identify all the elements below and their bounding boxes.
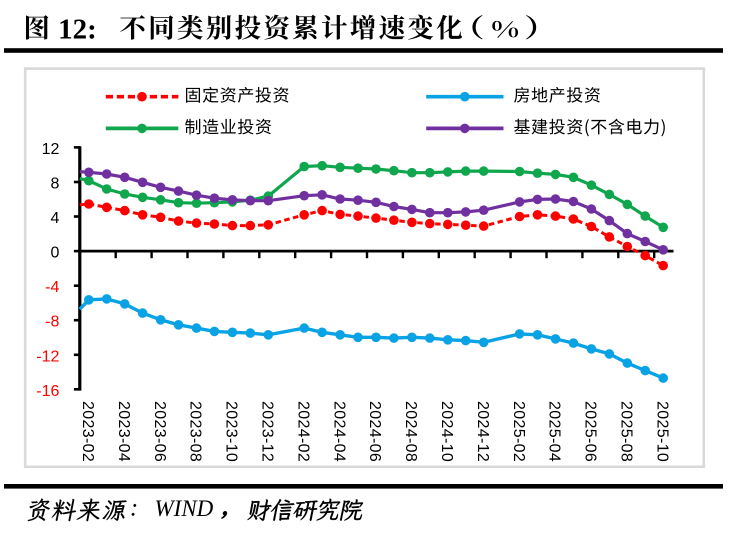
svg-text:2023-10: 2023-10: [223, 401, 240, 462]
svg-text:2025-02: 2025-02: [510, 401, 527, 462]
svg-text:2025-08: 2025-08: [618, 401, 635, 462]
svg-text:2023-12: 2023-12: [259, 401, 276, 462]
svg-text:2025-04: 2025-04: [546, 401, 563, 462]
svg-text:0: 0: [50, 245, 59, 262]
svg-text:8: 8: [50, 176, 59, 193]
svg-text:2024-08: 2024-08: [402, 401, 419, 462]
svg-text:2024-04: 2024-04: [330, 401, 347, 462]
svg-text:2024-06: 2024-06: [366, 401, 383, 462]
svg-text:2025-10: 2025-10: [653, 401, 670, 462]
svg-text:2023-08: 2023-08: [187, 401, 204, 462]
svg-text:2023-02: 2023-02: [79, 401, 96, 462]
svg-text:2024-12: 2024-12: [474, 401, 491, 462]
svg-text:2023-04: 2023-04: [115, 401, 132, 462]
svg-text:12:: 12:: [58, 13, 97, 45]
svg-text:-4: -4: [45, 279, 59, 296]
svg-text:2024-02: 2024-02: [294, 401, 311, 462]
svg-text:2025-06: 2025-06: [582, 401, 599, 462]
svg-text:4: 4: [50, 210, 59, 227]
svg-text:12: 12: [42, 141, 60, 158]
svg-text:-8: -8: [45, 314, 59, 331]
svg-text:2024-10: 2024-10: [438, 401, 455, 462]
svg-text:WIND: WIND: [155, 496, 214, 521]
svg-text:-12: -12: [36, 348, 59, 365]
svg-text:-16: -16: [36, 383, 59, 400]
svg-text:2023-06: 2023-06: [151, 401, 168, 462]
